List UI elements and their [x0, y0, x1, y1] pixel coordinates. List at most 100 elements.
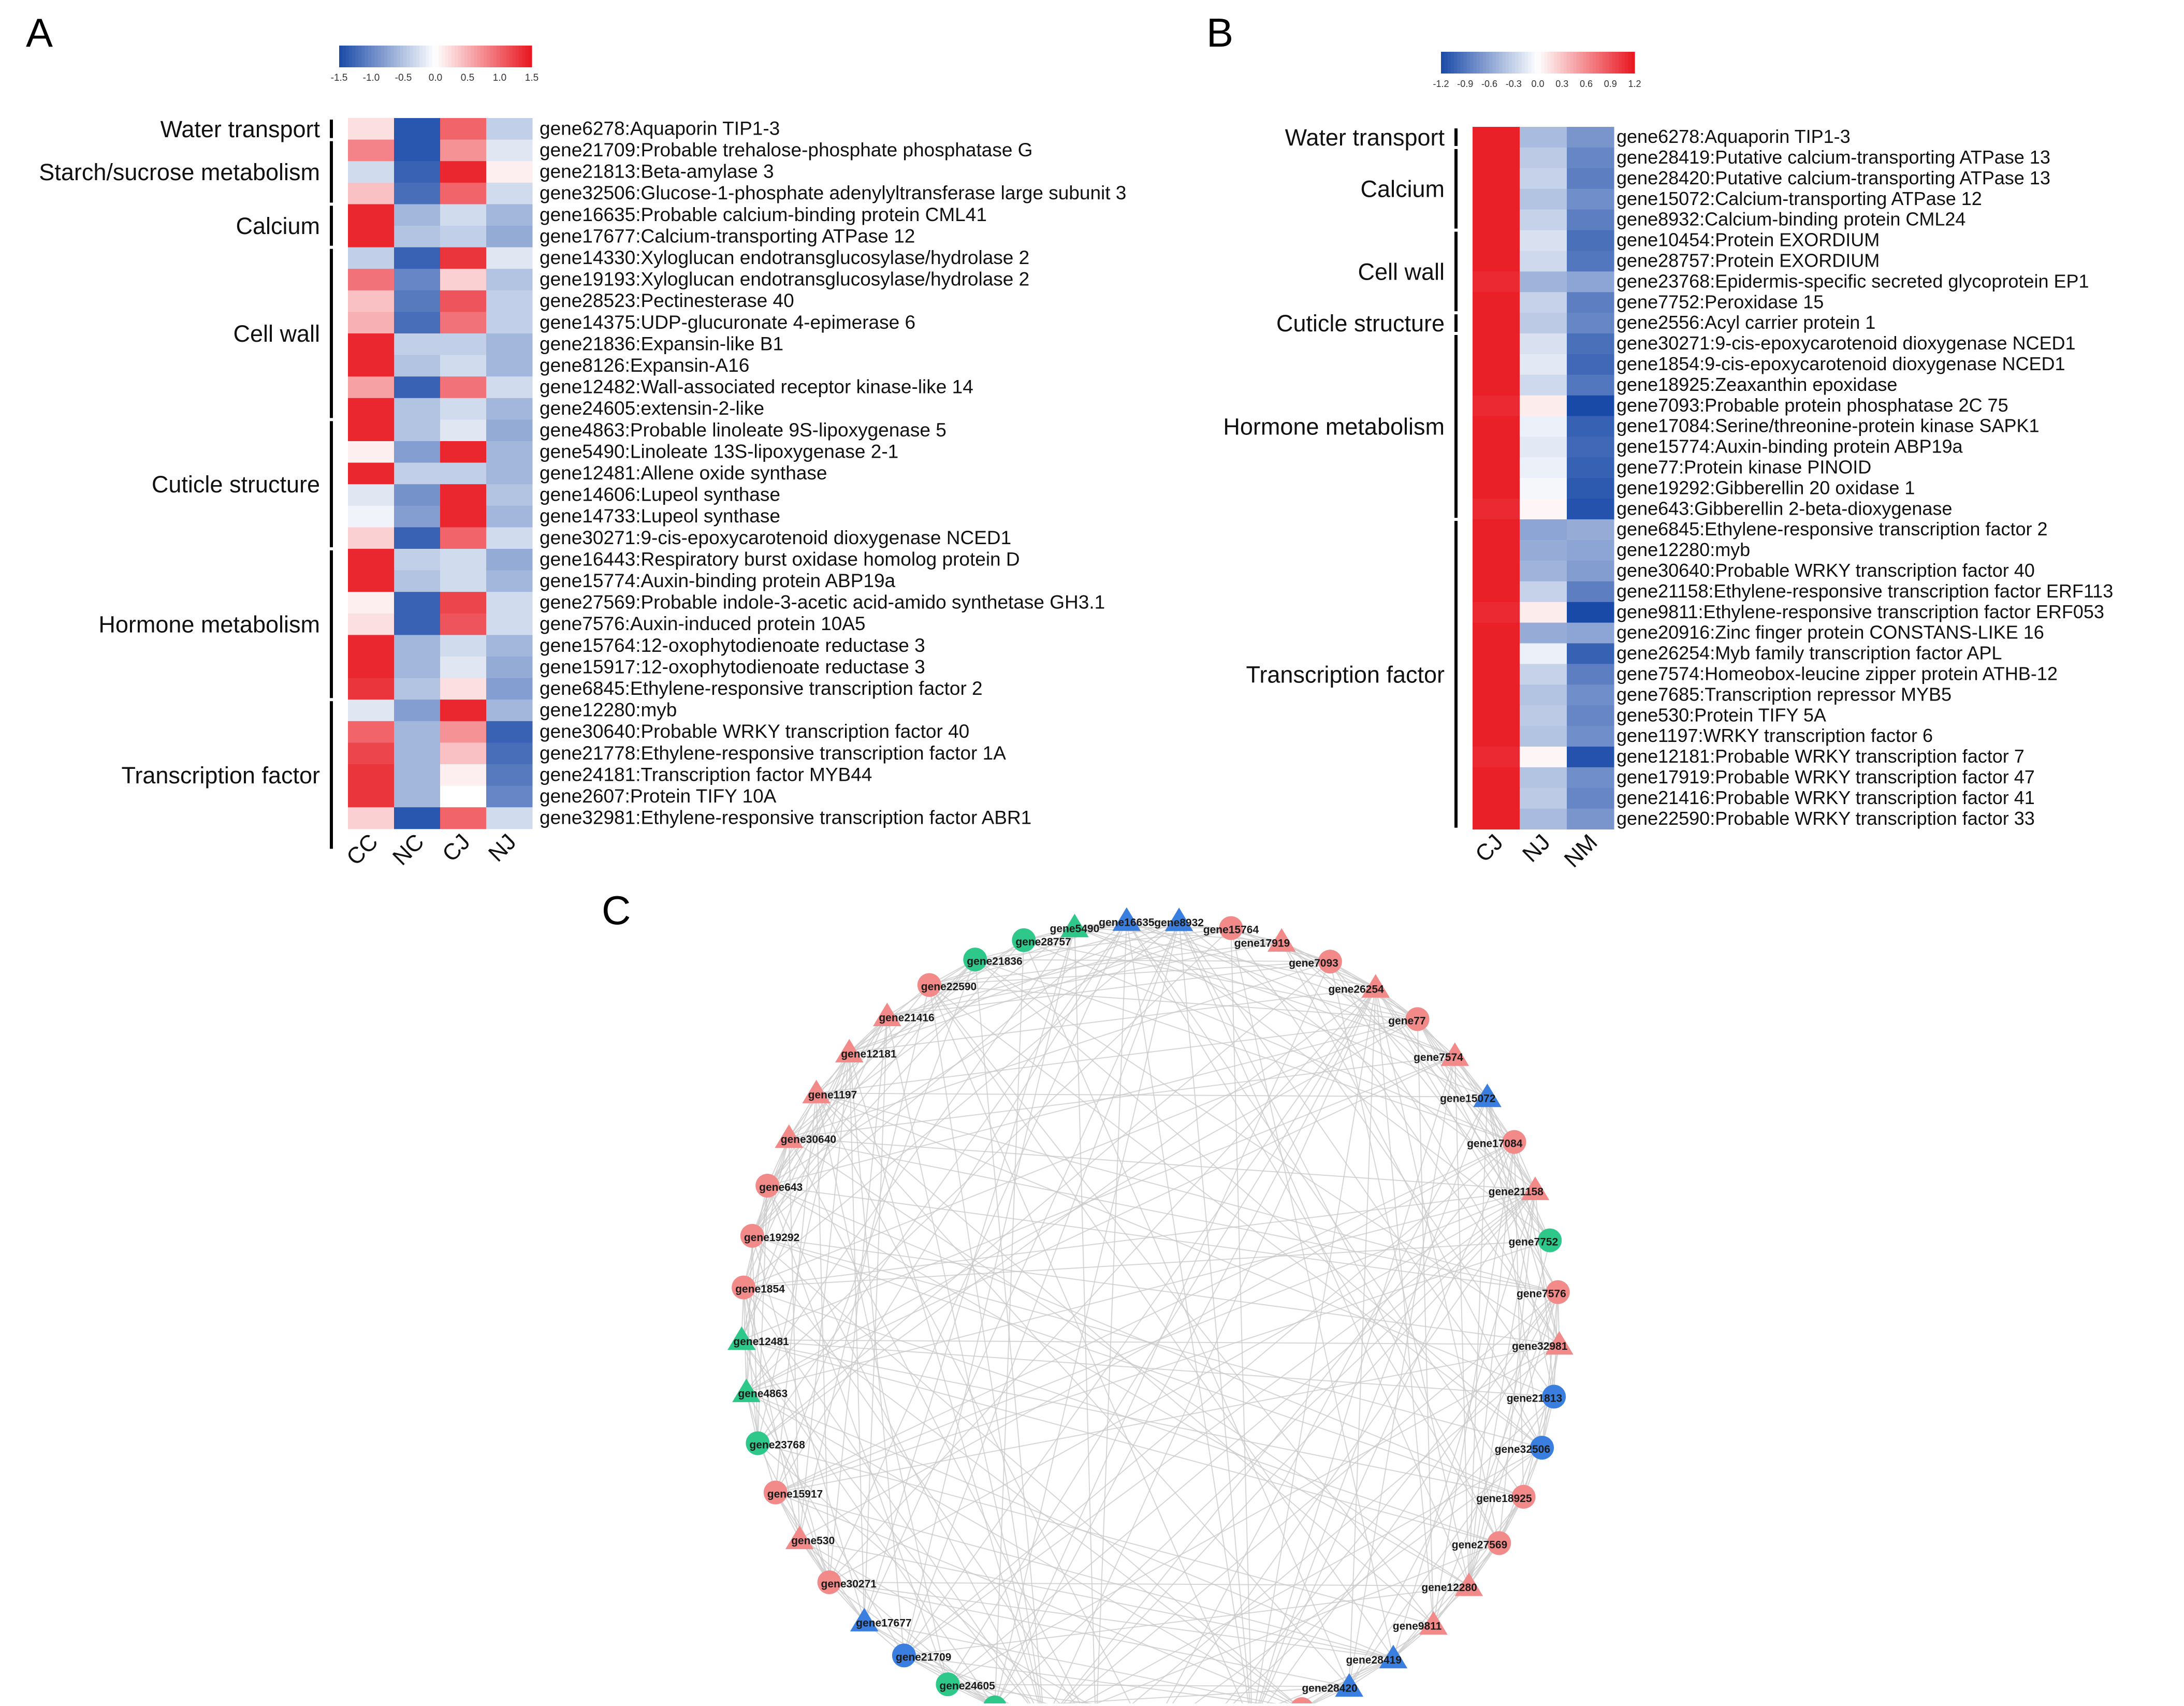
heatmap-cell: [1473, 561, 1520, 581]
colorbar-segment: [1590, 52, 1593, 74]
heatmap-cell: [348, 786, 395, 808]
heatmap-cell: [1473, 519, 1520, 540]
network-node-label: gene28419: [1346, 1654, 1401, 1666]
colorbar-tick-label: 0.5: [461, 72, 474, 83]
colorbar-segment: [1522, 52, 1525, 74]
heatmap-cell: [1473, 664, 1520, 684]
heatmap-cell: [394, 571, 441, 592]
colorbar-segment: [1544, 52, 1548, 74]
network-node-label: gene21836: [967, 955, 1022, 967]
heatmap-cell: [486, 527, 533, 549]
colorbar-segment: [413, 46, 417, 67]
heatmap-cell: [486, 699, 533, 721]
colorbar-segment: [349, 46, 353, 67]
panel-c-network: C gene8932gene15764gene17919gene7093gene…: [602, 887, 1574, 1703]
heatmap-row-label: gene17084:Serine/threonine-protein kinas…: [1617, 415, 2040, 436]
group-label: Cell wall: [233, 320, 320, 347]
network-edge: [1127, 921, 1455, 1056]
heatmap-cell: [1473, 168, 1520, 189]
heatmap-cell: [348, 118, 395, 140]
colorbar-segment: [1470, 52, 1474, 74]
network-node-circle: [983, 1696, 1007, 1703]
colorbar-segment: [371, 46, 375, 67]
heatmap-cell: [1520, 602, 1567, 623]
heatmap-cell: [440, 678, 487, 700]
colorbar-segment: [506, 46, 509, 67]
heatmap-cell: [1567, 437, 1614, 458]
heatmap-cell: [348, 333, 395, 355]
heatmap-cell: [486, 269, 533, 290]
heatmap-column-label: CC: [342, 829, 383, 870]
heatmap-cell: [348, 614, 395, 635]
heatmap-row-label: gene30271:9-cis-epoxycarotenoid dioxygen…: [540, 527, 1011, 548]
heatmap-cell: [1567, 767, 1614, 788]
heatmap-cell: [440, 484, 487, 506]
heatmap-cell: [486, 204, 533, 226]
heatmap-cell: [348, 721, 395, 743]
colorbar-segment: [1506, 52, 1509, 74]
network-node-label: gene30271: [821, 1578, 877, 1590]
network-node-label: gene18925: [1476, 1493, 1532, 1505]
group-label: Cuticle structure: [1276, 310, 1445, 337]
network-node-label: gene1854: [735, 1284, 785, 1295]
colorbar-segment: [1628, 52, 1632, 74]
heatmap-row-label: gene6845:Ethylene-responsive transcripti…: [540, 678, 983, 699]
heatmap-cell: [394, 699, 441, 721]
heatmap-cell: [1520, 333, 1567, 354]
network-node-label: gene643: [759, 1182, 803, 1193]
heatmap-cell: [1520, 684, 1567, 705]
colorbar-segment: [1490, 52, 1493, 74]
colorbar-tick-label: -0.3: [1506, 79, 1522, 89]
heatmap-cell: [1473, 375, 1520, 396]
network-edge: [789, 927, 1075, 1138]
network-edge: [746, 928, 1231, 1392]
heatmap-row-label: gene643:Gibberellin 2-beta-dioxygenase: [1617, 498, 1952, 519]
heatmap-row-label: gene21778:Ethylene-responsive transcript…: [540, 742, 1006, 764]
heatmap-cell: [486, 786, 533, 808]
heatmap-cell: [486, 118, 533, 140]
heatmap-cell: [1567, 313, 1614, 333]
colorbar-segment: [1580, 52, 1583, 74]
heatmap-cell: [394, 398, 441, 420]
heatmap-cell: [486, 247, 533, 269]
colorbar-segment: [368, 46, 372, 67]
heatmap-cell: [1520, 148, 1567, 168]
colorbar-segment: [381, 46, 385, 67]
network-edge: [789, 1138, 1558, 1292]
heatmap-cell: [440, 635, 487, 657]
heatmap-cell: [348, 161, 395, 183]
heatmap-cell: [348, 441, 395, 463]
heatmap-cell: [1520, 540, 1567, 561]
heatmap-row-label: gene21416:Probable WRKY transcription fa…: [1617, 787, 2035, 808]
colorbar-segment: [1535, 52, 1538, 74]
heatmap-row-label: gene14733:Lupeol synthase: [540, 505, 780, 527]
heatmap-cell: [394, 657, 441, 678]
heatmap-cell: [1520, 396, 1567, 416]
group-label: Calcium: [1360, 176, 1445, 202]
heatmap-cell: [486, 312, 533, 333]
heatmap-cell: [440, 657, 487, 678]
colorbar-segment: [1460, 52, 1464, 74]
heatmap-cell: [1520, 747, 1567, 767]
heatmap-cell: [1567, 540, 1614, 561]
heatmap-cell: [348, 140, 395, 162]
colorbar-segment: [1480, 52, 1483, 74]
heatmap-cell: [1473, 581, 1520, 602]
network-node-label: gene32506: [1495, 1443, 1550, 1455]
network-node-label: gene21709: [896, 1651, 951, 1663]
heatmap-cell: [1567, 747, 1614, 767]
panel-c-label: C: [602, 887, 631, 933]
heatmap-row-label: gene24605:extensin-2-like: [540, 398, 764, 419]
heatmap-cell: [348, 571, 395, 592]
heatmap-cell: [440, 699, 487, 721]
heatmap-cell: [1473, 416, 1520, 437]
heatmap-row-label: gene32981:Ethylene-responsive transcript…: [540, 807, 1031, 828]
group-label: Hormone metabolism: [1223, 414, 1445, 440]
colorbar-segment: [1528, 52, 1532, 74]
heatmap-cell: [348, 699, 395, 721]
heatmap-cell: [440, 742, 487, 764]
colorbar-segment: [487, 46, 490, 67]
heatmap-cell: [1567, 292, 1614, 313]
colorbar-segment: [426, 46, 429, 67]
